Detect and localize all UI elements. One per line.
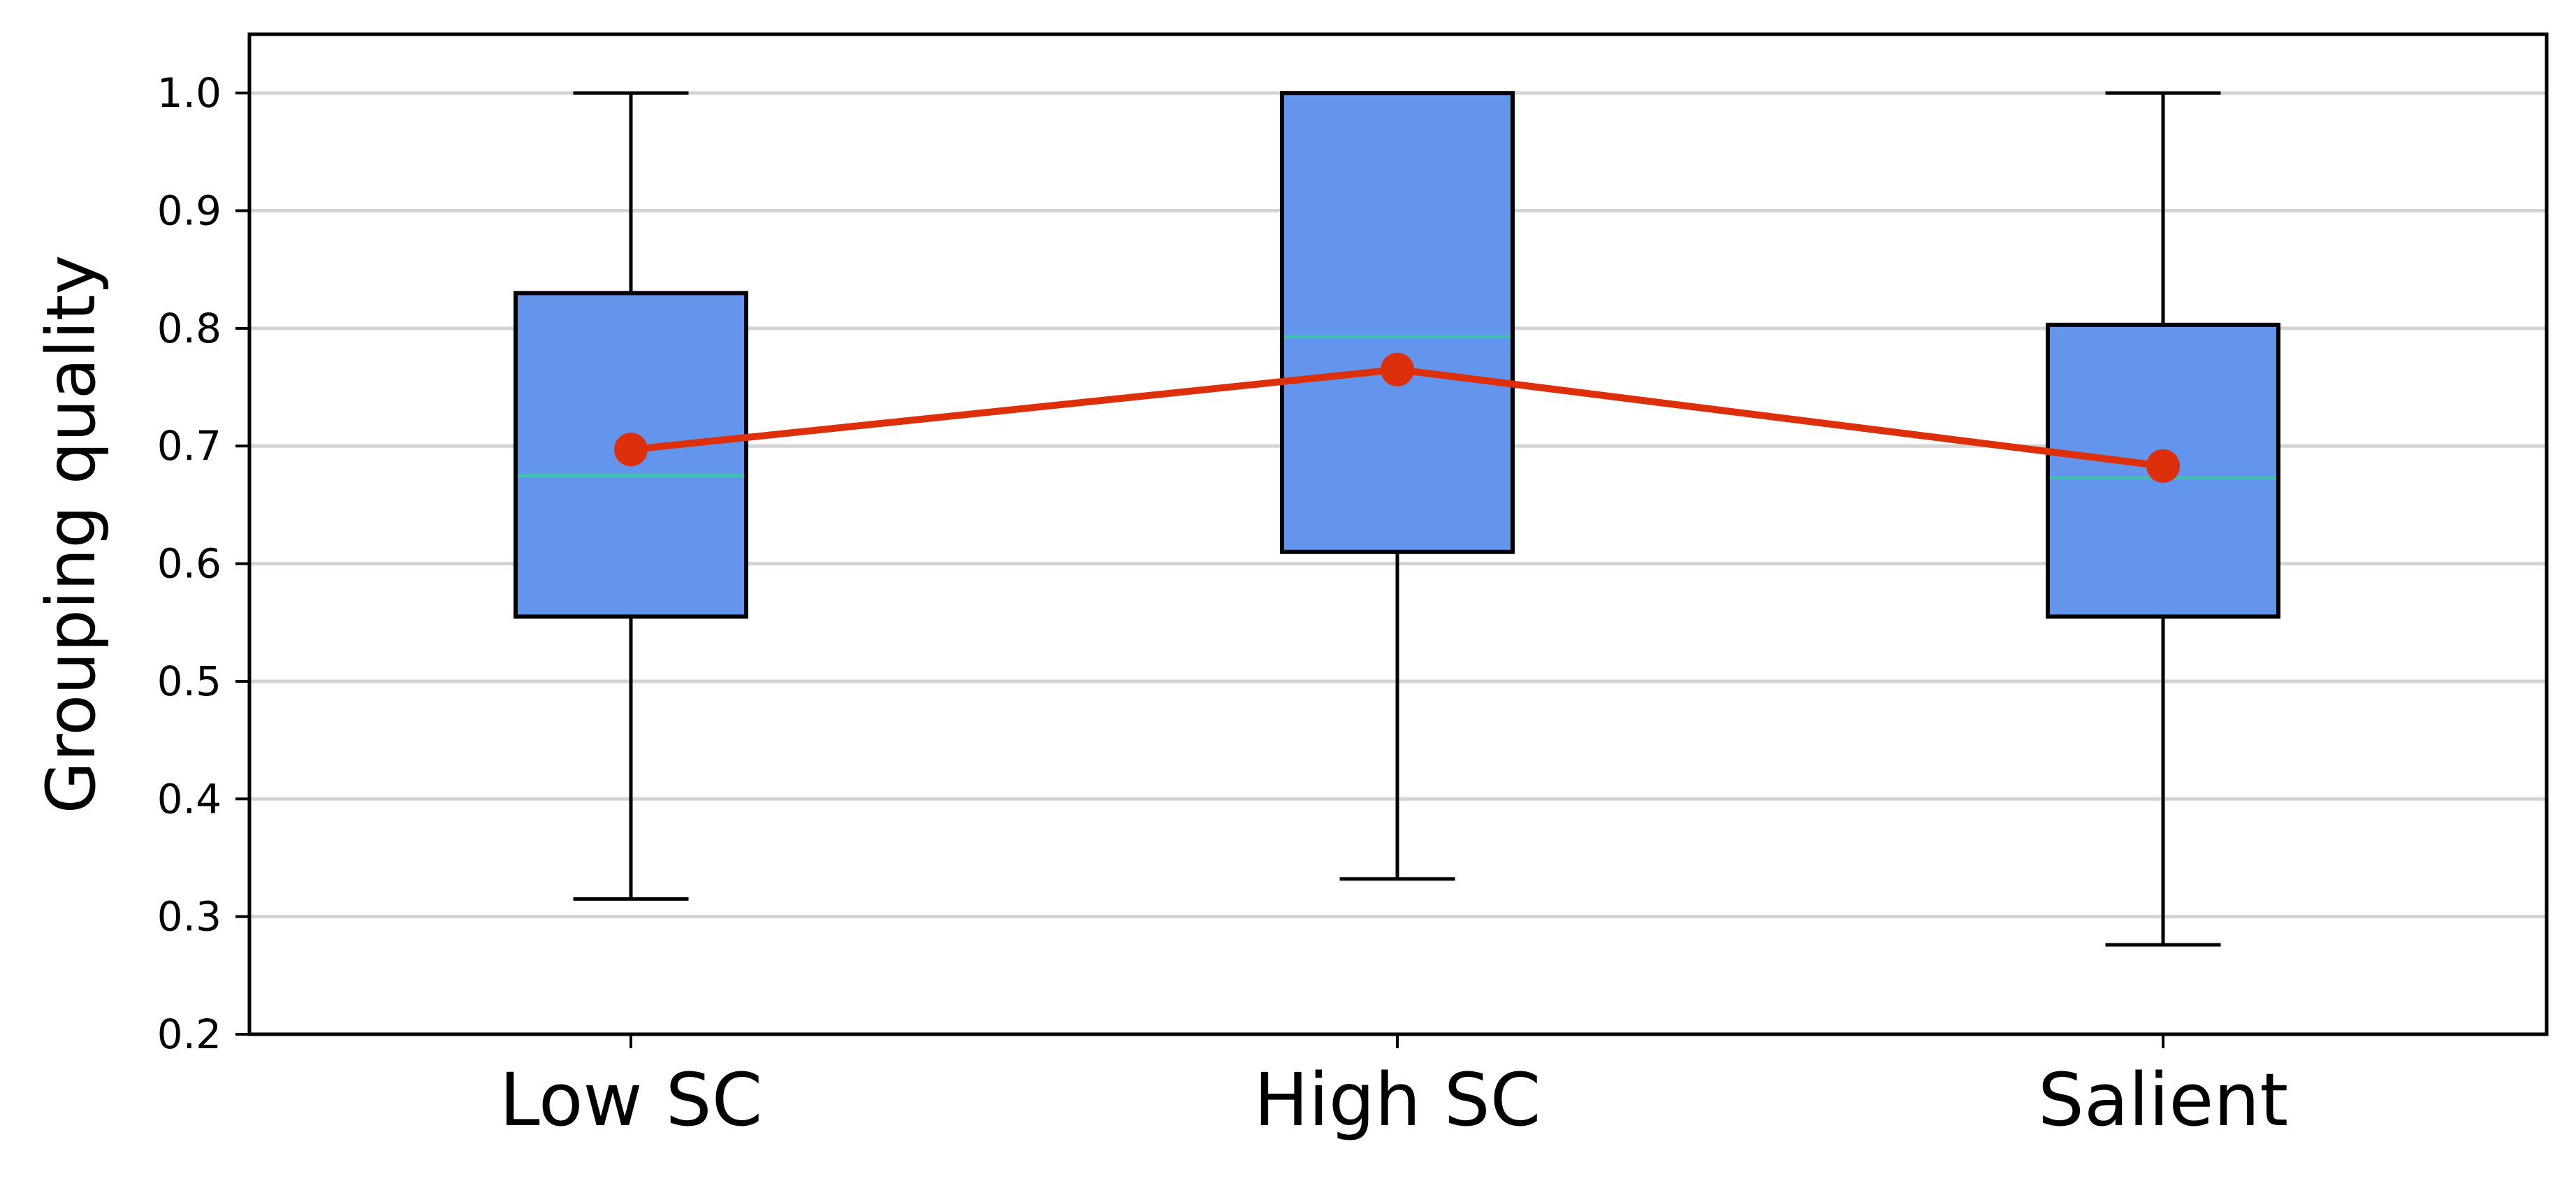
y-tick-label: 0.4: [157, 775, 221, 823]
x-tick-label: High SC: [1254, 1057, 1541, 1143]
y-axis-label: Grouping quality: [32, 255, 110, 814]
y-tick-label: 0.6: [157, 540, 221, 588]
y-tick-label: 0.9: [157, 187, 221, 235]
mean-marker: [2146, 449, 2180, 483]
y-tick-label: 0.8: [157, 305, 221, 352]
y-tick-label: 1.0: [157, 69, 221, 117]
mean-marker: [1381, 352, 1414, 386]
box-1: [1280, 91, 1515, 554]
y-tick-label: 0.2: [157, 1010, 221, 1058]
y-tick-label: 0.7: [157, 422, 221, 470]
y-tick-label: 0.5: [157, 658, 221, 705]
y-tick-label: 0.3: [157, 893, 221, 941]
box-layer: [514, 91, 2280, 947]
mean-layer: [614, 352, 2180, 483]
x-tick-label: Low SC: [500, 1057, 763, 1143]
axis-layer: 0.2 0.3 0.4 0.5 0.6 0.7 0.8 0.9 1.0 Low SC High SC…: [157, 69, 2288, 1143]
mean-marker: [614, 433, 648, 467]
x-tick-label: Salient: [2038, 1057, 2288, 1143]
